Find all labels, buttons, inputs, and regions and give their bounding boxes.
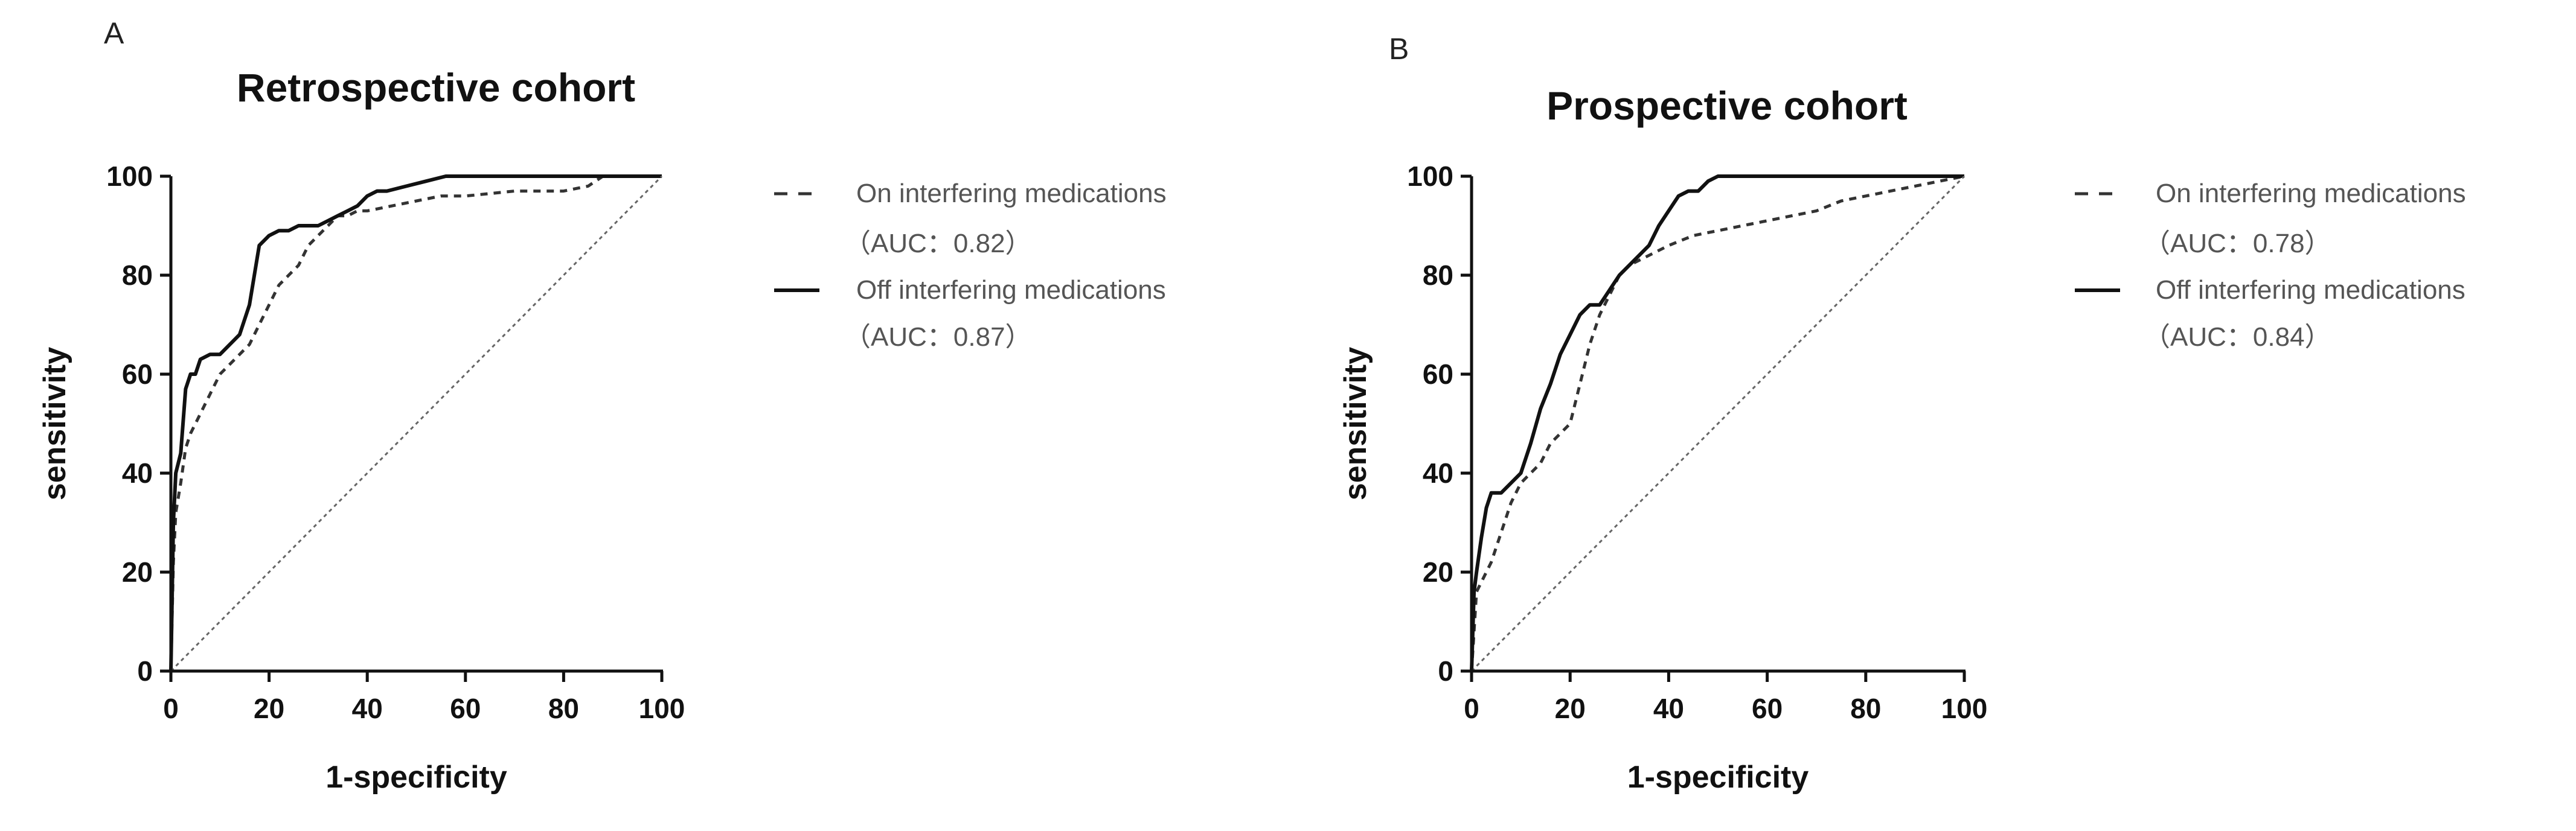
y-axis-label: sensitivity [37,347,72,500]
x-tick-label: 0 [1464,693,1479,724]
x-tick-label: 0 [163,693,179,724]
x-tick-label: 80 [548,693,579,724]
legend-entry-name: Off interfering medications [856,275,1166,305]
legend-entry-auc: （AUC：0.78） [2144,229,2331,258]
legend-entry-auc: （AUC：0.84） [2144,322,2331,352]
series-line-solid [1470,174,1964,672]
x-tick-label: 20 [1555,693,1586,724]
series-line-dashed [169,174,662,672]
chart-panel-b: B Prospective cohort 0 20 40 60 80 100 0 20 40 60 80… [1338,32,2466,795]
series-line-solid [169,174,662,672]
panel-letter: B [1389,32,1409,66]
y-tick-label: 40 [1423,457,1453,489]
legend: On interfering medications （AUC：0.82） Off … [774,179,1167,352]
x-tick-label: 60 [450,693,481,724]
y-tick-label: 80 [1423,259,1453,291]
y-tick-label: 20 [1423,556,1453,588]
x-tick-label: 40 [352,693,383,724]
y-tick-label: 0 [1438,655,1453,687]
x-tick-label: 40 [1653,693,1684,724]
x-tick-label: 100 [639,693,685,724]
legend-entry-auc: （AUC：0.82） [844,229,1032,258]
y-tick-label: 60 [122,358,153,390]
legend: On interfering medications （AUC：0.78） Off … [2075,179,2466,352]
y-tick-label: 100 [106,161,153,192]
y-tick-label: 20 [122,556,153,588]
series-line-dotted [170,175,663,672]
legend-entry-auc: （AUC：0.87） [844,322,1032,352]
y-tick-label: 100 [1407,161,1453,192]
chart-title: Prospective cohort [1546,83,1908,128]
x-axis-label: 1-specificity [325,760,507,795]
x-tick-label: 100 [1941,693,1988,724]
x-tick-label: 20 [254,693,284,724]
series-line-dotted [1470,175,1966,672]
y-axis-label: sensitivity [1338,347,1373,500]
legend-entry-name: On interfering medications [2156,179,2466,208]
legend-entry-name: Off interfering medications [2156,275,2465,305]
legend-entry-name: On interfering medications [856,179,1167,208]
y-tick-label: 60 [1423,358,1453,390]
y-tick-label: 80 [122,259,153,291]
x-axis-label: 1-specificity [1627,760,1809,795]
x-tick-label: 60 [1752,693,1783,724]
panel-letter: A [104,16,124,50]
chart-title: Retrospective cohort [237,65,635,110]
chart-panel-a: A Retrospective cohort 0 20 40 60 80 100 0 20 40 60… [37,16,1167,795]
x-tick-label: 80 [1850,693,1881,724]
y-tick-label: 0 [137,655,153,687]
y-tick-label: 40 [122,457,153,489]
